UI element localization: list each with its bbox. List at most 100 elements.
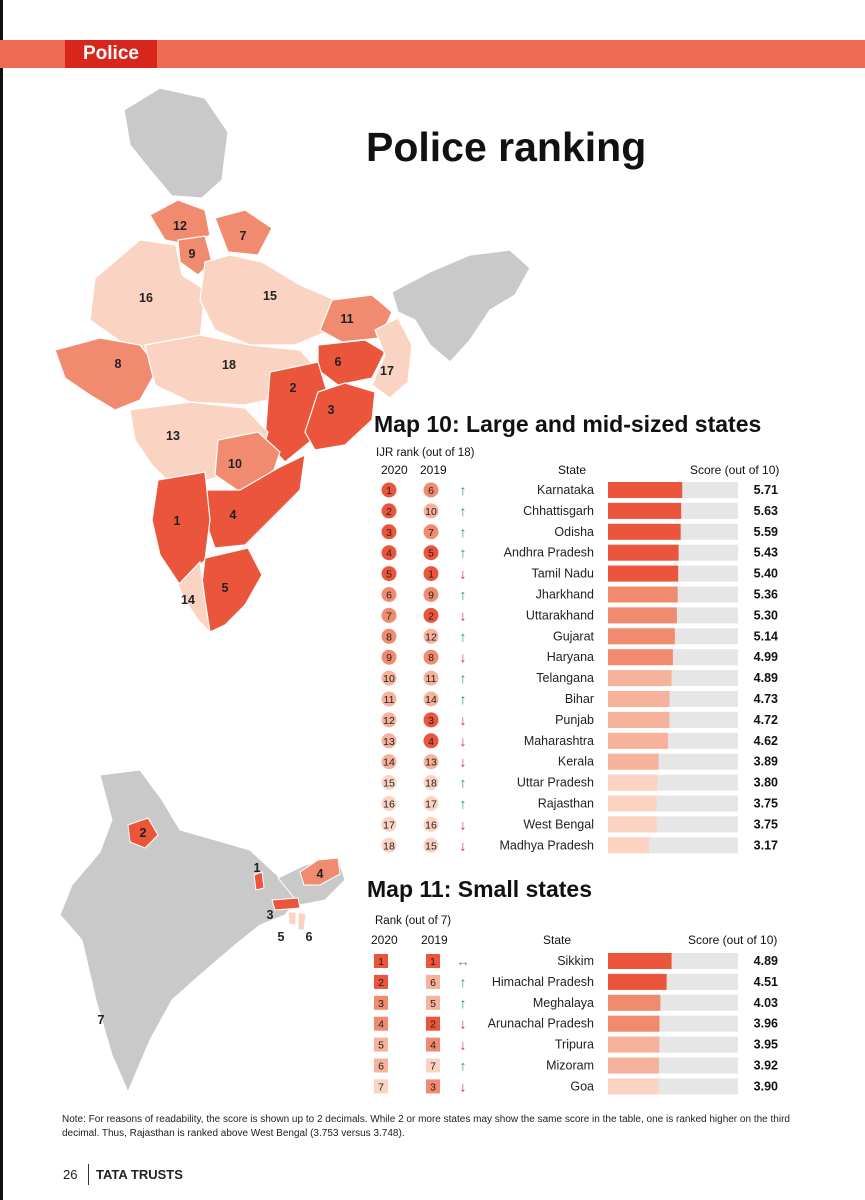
rank-2020-marker bbox=[374, 974, 388, 989]
state-name: Rajasthan bbox=[538, 797, 594, 811]
rank-2020-label: 9 bbox=[386, 652, 392, 664]
state-name: Odisha bbox=[554, 525, 594, 539]
map10-label: 7 bbox=[240, 229, 247, 243]
score-value-label: 3.75 bbox=[754, 797, 778, 811]
rank-2020-label: 17 bbox=[383, 819, 395, 831]
rank-2019-marker bbox=[423, 566, 439, 582]
rank-2020-marker bbox=[374, 1058, 388, 1073]
rank-2020-marker bbox=[374, 954, 388, 968]
state-name: West Bengal bbox=[523, 817, 594, 831]
state-name: Gujarat bbox=[553, 629, 595, 643]
footer-divider bbox=[88, 1164, 89, 1185]
rank-2020-marker bbox=[381, 524, 397, 540]
rank-2019-label: 14 bbox=[425, 694, 437, 706]
state-rajasthan bbox=[89, 239, 206, 359]
map11-col-2019: 2019 bbox=[421, 933, 448, 947]
arrow-down-icon: ↓ bbox=[460, 1016, 467, 1032]
rank-2020-label: 8 bbox=[386, 631, 392, 643]
table-row: 2 10 ↑ Chhattisgarh 5.63 bbox=[381, 502, 778, 519]
state-west-bengal bbox=[371, 317, 413, 399]
score-bar bbox=[608, 502, 682, 519]
score-value-label: 3.17 bbox=[754, 838, 778, 852]
page-edge bbox=[0, 0, 3, 1200]
table-row: 7 3 ↓ Goa 3.90 bbox=[374, 1078, 778, 1095]
map10-label: 2 bbox=[290, 381, 297, 395]
map10-label: 13 bbox=[166, 429, 180, 443]
arrow-up-icon: ↑ bbox=[460, 1058, 467, 1074]
score-bar bbox=[608, 1036, 660, 1053]
score-value-label: 5.43 bbox=[754, 546, 778, 560]
rank-2020-marker bbox=[381, 649, 397, 665]
map10-label: 12 bbox=[173, 219, 187, 233]
table-row: 14 13 ↓ Kerala 3.89 bbox=[381, 753, 778, 770]
score-value-label: 4.72 bbox=[754, 713, 778, 727]
rank-2020-label: 13 bbox=[383, 736, 395, 748]
rank-2020-label: 7 bbox=[378, 1081, 384, 1093]
rank-2020-label: 3 bbox=[386, 527, 392, 539]
rank-2019-marker bbox=[426, 1016, 440, 1031]
map10-label: 9 bbox=[189, 247, 196, 261]
score-bar bbox=[608, 753, 659, 770]
arrow-down-icon: ↓ bbox=[460, 607, 467, 623]
rank-2020-marker bbox=[381, 816, 397, 832]
rank-2020-label: 5 bbox=[386, 569, 392, 581]
map10-label: 8 bbox=[115, 357, 122, 371]
map11-label: 1 bbox=[254, 861, 261, 875]
page-title: Police ranking bbox=[366, 124, 647, 170]
rank-2019-marker bbox=[426, 1058, 440, 1073]
rank-2019-marker bbox=[423, 775, 439, 791]
rank-2020-label: 2 bbox=[378, 977, 384, 989]
rank-2019-label: 1 bbox=[430, 956, 436, 968]
rank-2020-label: 10 bbox=[383, 673, 395, 685]
rank-2019-marker bbox=[426, 954, 440, 968]
score-value-label: 4.03 bbox=[754, 996, 778, 1010]
rank-2020-marker bbox=[381, 482, 397, 498]
state-name: Punjab bbox=[555, 713, 594, 727]
rank-2020-marker bbox=[381, 796, 397, 811]
map10-col-2020: 2020 bbox=[381, 463, 408, 477]
map11-title: Map 11: Small states bbox=[367, 876, 592, 902]
score-bar bbox=[608, 774, 658, 791]
state-name: Sikkim bbox=[557, 954, 594, 968]
state-name: Telangana bbox=[536, 671, 594, 685]
rank-2020-label: 6 bbox=[378, 1061, 384, 1073]
rank-2019-label: 7 bbox=[428, 527, 434, 539]
map10-label: 14 bbox=[181, 593, 195, 607]
score-value-label: 5.30 bbox=[754, 608, 778, 622]
map10-label: 3 bbox=[328, 403, 335, 417]
arrow-up-icon: ↑ bbox=[460, 995, 467, 1011]
arrow-up-icon: ↑ bbox=[460, 587, 467, 603]
score-value-label: 5.59 bbox=[754, 525, 778, 539]
state-gujarat bbox=[54, 337, 159, 411]
rank-2019-marker bbox=[423, 649, 439, 665]
rank-2020-label: 4 bbox=[386, 548, 392, 560]
score-value-label: 4.89 bbox=[754, 954, 778, 968]
score-value-label: 3.95 bbox=[754, 1038, 778, 1052]
rank-2019-marker bbox=[426, 995, 440, 1010]
map10-label: 1 bbox=[174, 514, 181, 528]
rank-2019-marker bbox=[423, 545, 439, 561]
rank-2020-marker bbox=[381, 670, 397, 686]
table-row: 6 7 ↑ Mizoram 3.92 bbox=[374, 1057, 778, 1074]
state-name: Arunachal Pradesh bbox=[488, 1017, 594, 1031]
state-tamil-nadu bbox=[199, 547, 263, 633]
rank-2019-label: 6 bbox=[430, 977, 436, 989]
rank-2020-label: 4 bbox=[378, 1019, 384, 1031]
score-value-label: 5.71 bbox=[754, 483, 778, 497]
score-bar bbox=[608, 649, 673, 666]
map11-rank-label: Rank (out of 7) bbox=[375, 915, 452, 927]
score-value-label: 3.96 bbox=[754, 1017, 778, 1031]
footnote: Note: For reasons of readability, the sc… bbox=[62, 1114, 790, 1139]
rank-2019-label: 3 bbox=[428, 715, 434, 727]
state-name: Madhya Pradesh bbox=[499, 838, 594, 852]
rank-2019-label: 11 bbox=[426, 673, 437, 685]
map10-label: 10 bbox=[228, 457, 242, 471]
rank-2020-label: 1 bbox=[386, 485, 392, 497]
rank-2019-label: 13 bbox=[425, 757, 437, 769]
table-row: 11 14 ↑ Bihar 4.73 bbox=[381, 691, 778, 707]
rank-2019-marker bbox=[423, 482, 439, 498]
rank-2019-marker bbox=[423, 796, 439, 811]
map10-title: Map 10: Large and mid-sized states bbox=[374, 411, 762, 437]
score-value-label: 5.36 bbox=[754, 588, 778, 602]
table-row: 7 2 ↓ Uttarakhand 5.30 bbox=[381, 607, 778, 624]
